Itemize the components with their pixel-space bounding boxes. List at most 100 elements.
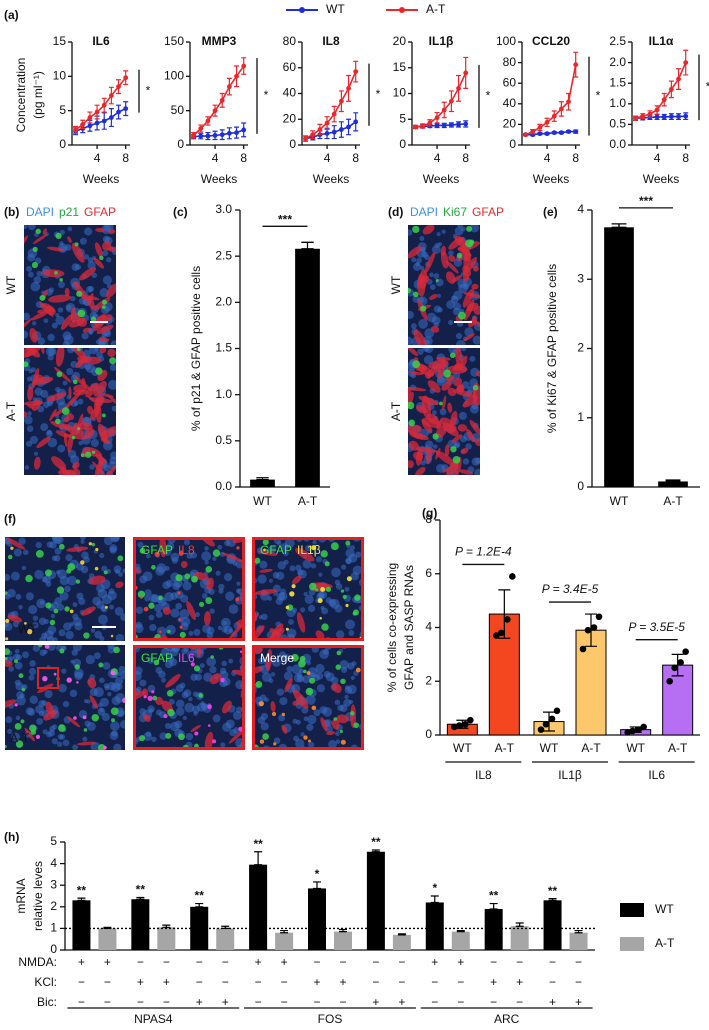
legend-marker xyxy=(299,7,305,13)
nucleus xyxy=(181,691,189,699)
nucleus xyxy=(27,271,34,278)
nucleus xyxy=(318,572,323,577)
bar xyxy=(295,248,320,487)
point xyxy=(640,113,646,119)
stain xyxy=(63,416,70,423)
nucleus xyxy=(436,376,446,386)
stain xyxy=(27,386,34,401)
stain xyxy=(143,606,149,612)
stain xyxy=(65,391,82,409)
y-tick-label: 1 xyxy=(50,921,57,935)
nucleus xyxy=(109,456,116,465)
stain xyxy=(42,228,47,235)
stain xyxy=(271,711,277,717)
point xyxy=(108,115,114,120)
panel-label: (b) xyxy=(4,205,19,219)
stain xyxy=(311,545,317,551)
stain xyxy=(76,290,83,297)
bar xyxy=(366,851,385,950)
group-label: IL6 xyxy=(648,768,665,782)
nucleus xyxy=(261,613,268,621)
x-tick-label: 4 xyxy=(94,151,101,165)
stain xyxy=(212,739,217,744)
stain xyxy=(101,413,106,418)
nucleus xyxy=(28,674,35,681)
nucleus xyxy=(110,340,116,345)
data-point xyxy=(542,720,550,728)
nucleus xyxy=(115,569,120,575)
nucleus xyxy=(107,645,116,654)
nucleus xyxy=(197,702,207,712)
panel-label: (f) xyxy=(4,512,16,526)
stain xyxy=(35,228,41,235)
nucleus xyxy=(118,665,125,673)
nucleus xyxy=(276,688,285,696)
stain xyxy=(472,384,479,391)
stain xyxy=(206,577,214,591)
stain xyxy=(175,574,183,582)
y-tick-label: 3.0 xyxy=(215,202,232,216)
stain xyxy=(73,716,77,720)
stain xyxy=(103,570,108,575)
y-tick-label: 2.0 xyxy=(609,55,626,69)
nucleus xyxy=(85,655,95,665)
stain-label: DAPI p21 GFAP xyxy=(26,205,116,219)
treatment-sign: − xyxy=(457,975,464,989)
nucleus xyxy=(89,464,95,470)
nucleus xyxy=(80,539,85,544)
nucleus xyxy=(12,620,20,628)
nucleus xyxy=(58,629,66,637)
stain xyxy=(354,594,361,601)
nucleus xyxy=(120,613,125,622)
nucleus xyxy=(303,716,309,722)
nucleus xyxy=(279,696,288,706)
nucleus xyxy=(43,318,49,324)
stain xyxy=(42,269,65,278)
data-point xyxy=(509,573,516,580)
stain xyxy=(270,701,276,713)
stain xyxy=(53,672,57,676)
legend-label: A-T xyxy=(426,2,446,16)
error-bar xyxy=(195,902,204,908)
stain xyxy=(59,648,65,654)
stain xyxy=(353,722,360,729)
stain xyxy=(39,302,54,317)
x-tick-label: A-T xyxy=(298,494,318,508)
significance-label: * xyxy=(376,87,381,101)
nucleus xyxy=(192,691,199,697)
stain xyxy=(32,234,48,245)
nucleus xyxy=(148,614,155,621)
nucleus xyxy=(183,647,190,653)
nucleus xyxy=(27,225,36,230)
nucleus xyxy=(101,565,108,572)
point xyxy=(661,97,667,103)
stain xyxy=(93,257,105,269)
nucleus xyxy=(300,607,306,613)
stain xyxy=(59,278,63,282)
stain xyxy=(440,250,449,269)
stain xyxy=(117,555,124,562)
stain xyxy=(284,677,293,693)
nucleus xyxy=(35,704,44,714)
x-tick-label: A-T xyxy=(581,741,601,755)
point xyxy=(558,130,564,136)
nucleus xyxy=(175,684,184,693)
stain xyxy=(163,714,168,719)
treatment-sign: + xyxy=(78,955,85,969)
stain xyxy=(31,310,49,321)
stain xyxy=(139,547,146,554)
stain xyxy=(472,265,479,272)
nucleus xyxy=(77,398,84,405)
stain xyxy=(320,587,326,592)
nucleus xyxy=(261,672,272,683)
error-bar xyxy=(162,924,171,928)
point xyxy=(683,60,689,65)
x-tick-label: 4 xyxy=(544,151,551,165)
nucleus xyxy=(221,626,228,633)
x-tick-label: WT xyxy=(610,494,629,508)
stain-name: DAPI xyxy=(410,205,438,219)
stain xyxy=(212,549,221,557)
point xyxy=(241,127,247,133)
y-tick-label: 40 xyxy=(283,86,297,100)
stain-label: GFAP IL1β xyxy=(260,543,321,557)
